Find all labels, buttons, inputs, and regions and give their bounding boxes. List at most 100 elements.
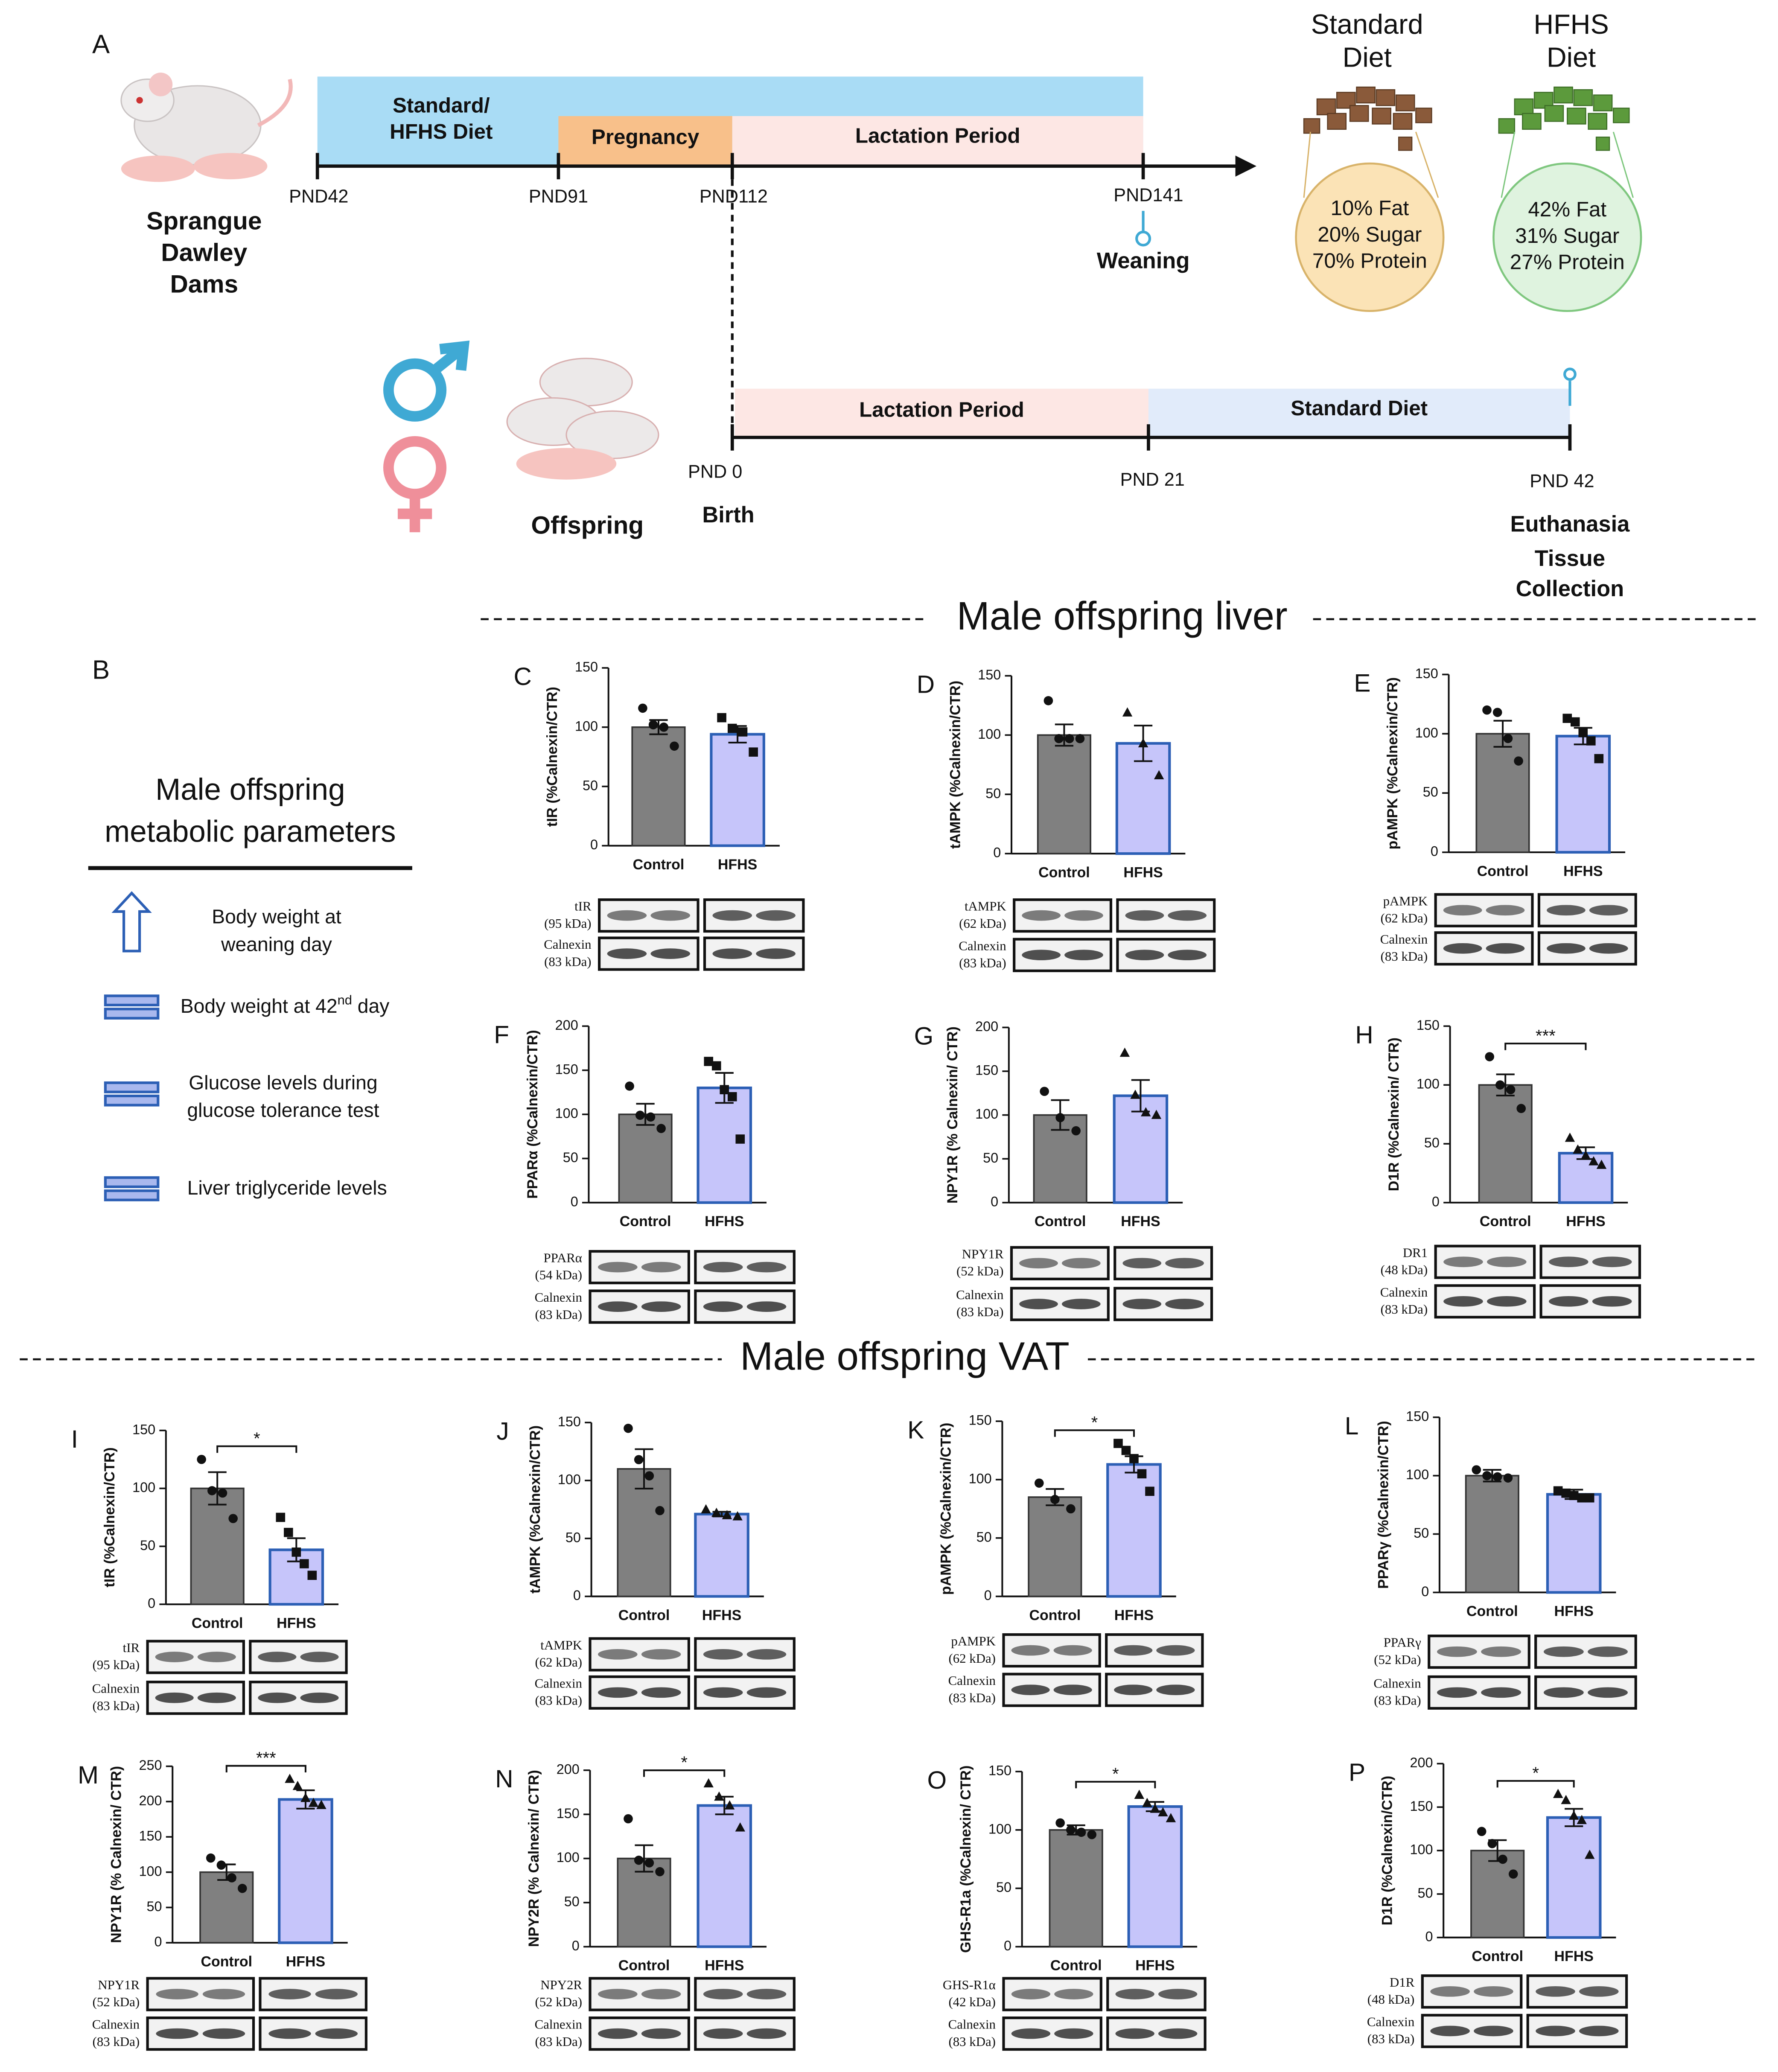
blot-label: Calnexin [948, 2017, 996, 2032]
blot-band [756, 948, 796, 959]
blot-band [746, 1989, 787, 1999]
bar [190, 1487, 245, 1605]
bar [1106, 1463, 1162, 1598]
bar [1049, 1829, 1103, 1948]
data-point [1589, 1156, 1599, 1166]
blot-label: Calnexin [535, 1290, 582, 1305]
y-tick-label: 50 [565, 1530, 581, 1545]
bar [1470, 1850, 1525, 1938]
blot-label: (62 kDa) [959, 916, 1006, 931]
y-tick-label: 100 [978, 726, 1001, 742]
blot-band [1588, 1687, 1628, 1698]
blot-band [268, 1989, 311, 1999]
composition: 20% Sugar [1317, 223, 1422, 246]
data-point [634, 1855, 644, 1865]
data-point [1064, 734, 1074, 743]
hfhs-pellets [1498, 86, 1630, 151]
blot-band [1443, 1256, 1483, 1268]
blot-band [1487, 1256, 1527, 1268]
blot-band [1158, 2028, 1198, 2039]
weaning-label: Weaning [1097, 248, 1190, 273]
data-point [644, 1858, 654, 1868]
y-tick-label: 150 [978, 667, 1001, 682]
standard-pellets [1303, 86, 1432, 151]
timepoint: PND42 [289, 187, 348, 207]
data-point [1121, 1445, 1131, 1455]
blot-band [1122, 1258, 1162, 1269]
weaning-pin [1135, 230, 1151, 247]
data-point [1586, 736, 1596, 746]
data-point [218, 1488, 227, 1498]
bar [1127, 1805, 1183, 1948]
data-point [300, 1559, 309, 1568]
blot-band [1156, 1684, 1195, 1696]
y-tick-label: 100 [1417, 1076, 1440, 1092]
data-point [625, 1081, 634, 1091]
data-point [1553, 1789, 1563, 1798]
blot-label: (83 kDa) [1381, 1302, 1428, 1317]
blot-band [641, 1262, 681, 1273]
significance-bracket [1054, 1429, 1135, 1437]
y-tick-label: 200 [555, 1017, 578, 1033]
blot-label: (62 kDa) [948, 1651, 995, 1666]
blot-label: (83 kDa) [535, 1307, 582, 1322]
data-point [1129, 1454, 1139, 1463]
data-point [634, 1455, 644, 1464]
phase-label: Lactation Period [855, 124, 1020, 147]
x-tick-label: HFHS [1114, 1607, 1154, 1623]
y-tick-label: 100 [558, 1472, 581, 1487]
data-point [1066, 1504, 1076, 1514]
y-tick-label: 50 [563, 1150, 578, 1165]
data-point [722, 1510, 732, 1519]
data-point [711, 1061, 721, 1071]
x-tick-label: HFHS [277, 1615, 316, 1631]
timepoint: PND 21 [1120, 469, 1185, 490]
panel-label: L [1345, 1412, 1359, 1440]
data-point [735, 1822, 746, 1832]
y-axis-label: GHS-R1a (%Calnexin/ CTR) [958, 1766, 974, 1953]
x-tick-label: Control [618, 1958, 670, 1974]
data-point [1553, 1486, 1563, 1496]
y-axis-label: pAMPK (%Calnexin/CTR) [1385, 677, 1401, 849]
y-tick-label: 150 [1410, 1798, 1433, 1814]
blot-band [1486, 905, 1525, 916]
data-point [1055, 1818, 1065, 1828]
lactation-phase [735, 388, 1148, 437]
data-point [1150, 1804, 1160, 1813]
blot-label: Calnexin [92, 2017, 140, 2032]
y-tick-label: 0 [1421, 1584, 1429, 1599]
data-point [738, 727, 748, 737]
data-point [1477, 1827, 1487, 1836]
data-point [646, 1112, 656, 1122]
data-point [1087, 1830, 1097, 1839]
blot-band [1592, 1256, 1632, 1268]
blot-band [155, 1652, 194, 1662]
y-tick-label: 50 [583, 778, 598, 793]
pregnancy-phase [558, 116, 732, 166]
data-point [655, 1867, 665, 1877]
blot-label: (52 kDa) [93, 1995, 140, 2009]
end-pin [1563, 367, 1577, 381]
blot-band [1579, 2025, 1619, 2037]
significance: * [1532, 1764, 1539, 1783]
y-axis-label: NPY2R (% Calnexin/ CTR) [526, 1770, 542, 1947]
error-bar [635, 1448, 653, 1490]
data-point [656, 1124, 666, 1133]
y-axis-label: PPARγ (%Calnexin/CTR) [1375, 1421, 1391, 1588]
blot-label: NPY2R [540, 1978, 582, 1992]
significance-bracket [225, 1765, 306, 1772]
blot-band [197, 1692, 236, 1703]
data-point [1034, 1478, 1044, 1488]
y-tick-label: 0 [1431, 844, 1438, 859]
offspring-mice [506, 358, 659, 480]
data-point [1585, 1493, 1594, 1503]
lactation-phase [732, 116, 1143, 166]
data-point [1145, 1486, 1154, 1496]
data-point [1487, 1839, 1497, 1848]
blot-label: (83 kDa) [1367, 2032, 1414, 2046]
blot-band [1115, 2028, 1154, 2039]
data-point [1570, 717, 1580, 727]
blot-band [156, 2028, 198, 2039]
y-tick-label: 250 [139, 1757, 162, 1773]
